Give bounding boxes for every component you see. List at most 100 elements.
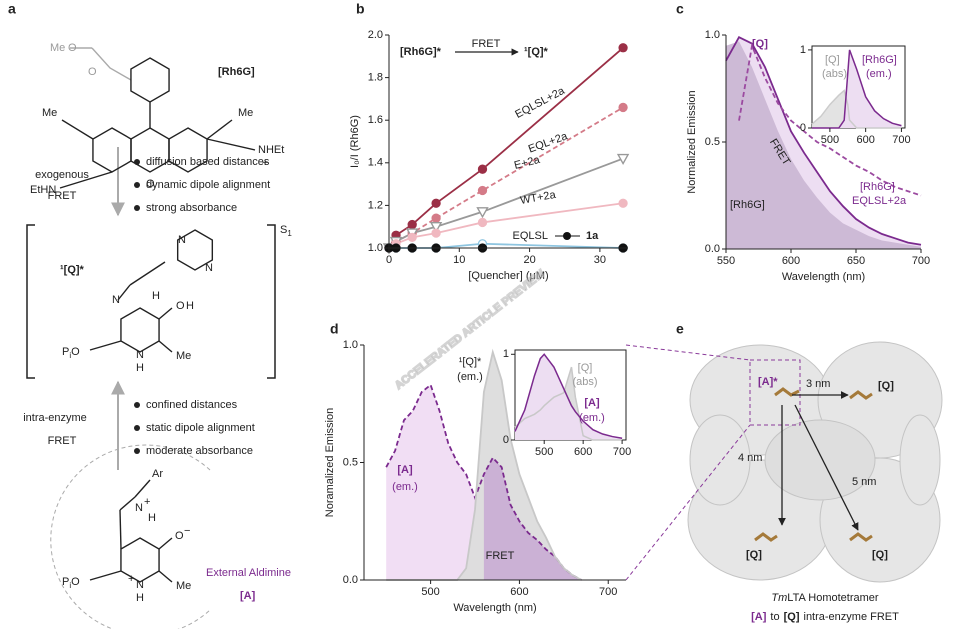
area (386, 352, 582, 580)
x-axis-label: [Quencher] (μM) (468, 270, 548, 282)
area (812, 49, 902, 128)
series-label: ¹[Q]* (459, 356, 482, 368)
legend-marker (563, 232, 571, 240)
panel-label: b (356, 1, 365, 17)
caption: [A] to [Q] intra-enzyme FRET (751, 611, 899, 623)
atom: N (136, 349, 144, 361)
compound-name: ¹[Q]* (60, 264, 85, 276)
legend-label: EQLSL (513, 230, 548, 242)
line (385, 383, 583, 581)
site-label: [Q] (872, 549, 888, 561)
mechanism: exogenous (35, 169, 89, 181)
atom: H (186, 300, 194, 312)
panel-label: c (676, 1, 684, 17)
x-tick-label: 700 (912, 255, 930, 267)
series-label: (abs) (822, 68, 847, 80)
series-label: (abs) (572, 376, 597, 388)
atom: EtHN (30, 184, 56, 196)
panel-label: e (676, 321, 684, 337)
y-tick-label: 1.8 (368, 72, 383, 84)
ring (120, 537, 160, 583)
panel-label: d (330, 321, 339, 337)
atom-sub: i (69, 351, 71, 360)
y-tick-label: 0 (800, 122, 806, 134)
line (514, 366, 623, 441)
atom: + (262, 157, 268, 169)
y-tick-label: 1.0 (343, 339, 358, 351)
caption: [Q] (784, 611, 800, 623)
series-label: (em.) (579, 412, 605, 424)
bullet-text: moderate absorbance (146, 445, 253, 457)
series-label: EQLSL+2a (852, 195, 907, 207)
x-tick-label: 700 (599, 586, 617, 598)
bullet-text: confined distances (146, 399, 238, 411)
series-label: [A] (584, 397, 600, 409)
caption: LTA Homotetramer (787, 592, 879, 604)
marker (431, 198, 441, 208)
distance: 3 nm (806, 378, 830, 390)
marker (616, 153, 630, 165)
y-axis-label: Normalized Emission (686, 90, 698, 193)
atom: N (112, 294, 120, 306)
x-tick-label: 500 (535, 446, 553, 458)
y-axis-label: I₀/I (Rh6G) (349, 115, 361, 168)
compound-name: External Aldimine (206, 567, 291, 579)
atom: Me (176, 350, 191, 362)
y-tick-label: 1 (503, 348, 509, 360)
series-label: E+2a (513, 154, 542, 172)
state-sub: 1 (287, 229, 292, 238)
y-tick-label: 0.0 (705, 243, 720, 255)
atom: H (152, 290, 160, 302)
series-label: [Rh6G] (730, 199, 765, 211)
artwork (26, 47, 943, 629)
ring (168, 127, 208, 173)
ring (176, 229, 214, 271)
highlight-box (749, 359, 801, 426)
y-tick-label: 1.4 (368, 157, 383, 169)
atom: Me (50, 42, 65, 54)
series-label: [A] (397, 464, 413, 476)
atom: Me (42, 107, 57, 119)
atom: N (136, 579, 144, 591)
area (483, 457, 582, 580)
area (515, 354, 623, 440)
bullet-text: diffusion based distances (146, 156, 270, 168)
atom: PiO (62, 346, 80, 360)
series-label: [Rh6G] (862, 54, 897, 66)
area (726, 41, 921, 249)
series-label: (em.) (457, 371, 483, 383)
y-tick-label: 1.0 (368, 242, 383, 254)
distance: 4 nm (738, 452, 762, 464)
marker (431, 213, 441, 223)
mechanism: FRET (48, 435, 77, 447)
ligand (754, 387, 873, 542)
y-tick-label: 1.0 (705, 29, 720, 41)
x-tick-label: 30 (594, 254, 606, 266)
marker (407, 232, 417, 243)
line (514, 353, 623, 440)
ring (130, 57, 170, 103)
bullet-text: dynamic dipole alignment (146, 179, 270, 191)
atom: N (135, 502, 143, 514)
y-tick-label: 0.5 (705, 136, 720, 148)
y-tick-label: 0 (503, 434, 509, 446)
x-tick-label: 10 (453, 254, 465, 266)
x-tick-label: 650 (847, 255, 865, 267)
marker (476, 207, 489, 219)
line (811, 89, 902, 129)
y-tick-label: 1.2 (368, 199, 383, 211)
atom-sub: i (69, 581, 71, 590)
series-label: [Q] (825, 54, 840, 66)
bracket (26, 224, 276, 379)
atom: P (62, 576, 69, 588)
bullets (134, 159, 140, 454)
atom: N (205, 262, 213, 274)
line (388, 106, 624, 249)
y-tick-label: 1 (800, 44, 806, 56)
x-tick-label: 600 (510, 586, 528, 598)
x-tick-label: 600 (856, 134, 874, 146)
line (388, 47, 624, 249)
atom: H (136, 592, 144, 604)
marker (407, 219, 417, 230)
